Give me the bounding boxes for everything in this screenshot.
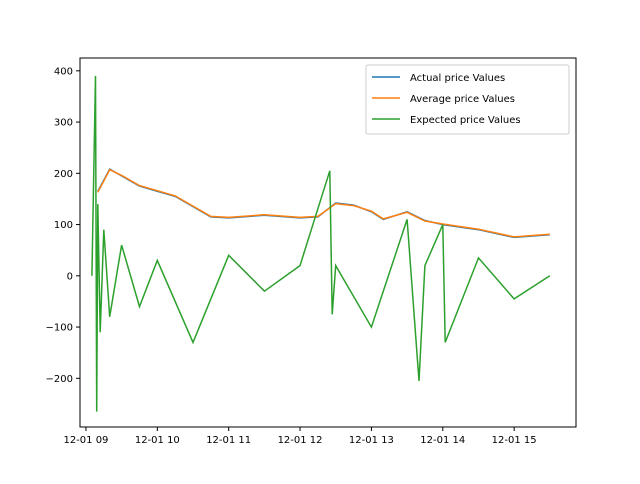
series-line-0 <box>97 168 550 239</box>
y-tick-label: 0 <box>67 271 73 282</box>
x-tick-label: 12-01 13 <box>349 435 394 446</box>
x-tick-label: 12-01 11 <box>206 435 251 446</box>
x-axis: 12-01 09 12-01 10 12-01 11 12-01 12 12-01 13… <box>63 427 537 446</box>
series-line-2 <box>91 75 551 412</box>
x-tick-label: 12-01 10 <box>135 435 180 446</box>
plot-series-layer <box>91 75 551 412</box>
x-tick-label: 12-01 15 <box>492 435 537 446</box>
x-tick-label: 12-01 14 <box>420 435 465 446</box>
legend-box <box>365 64 570 135</box>
series-line-1 <box>97 168 550 238</box>
y-axis: −200 −100 0 100 200 300 400 <box>46 66 80 385</box>
legend: Actual price Values Average price Values E… <box>365 64 570 135</box>
legend-label-2: Expected price Values <box>410 115 521 126</box>
y-tick-label: 300 <box>54 118 73 129</box>
plot-frame <box>79 57 577 428</box>
legend-label-0: Actual price Values <box>410 73 505 84</box>
y-tick-label: 100 <box>54 220 73 231</box>
y-tick-label: 200 <box>54 169 73 180</box>
y-tick-label: 400 <box>54 66 73 77</box>
legend-label-1: Average price Values <box>410 94 515 105</box>
y-tick-label: −100 <box>46 323 73 334</box>
x-tick-label: 12-01 09 <box>63 435 108 446</box>
y-tick-label: −200 <box>46 374 73 385</box>
x-tick-label: 12-01 12 <box>278 435 323 446</box>
